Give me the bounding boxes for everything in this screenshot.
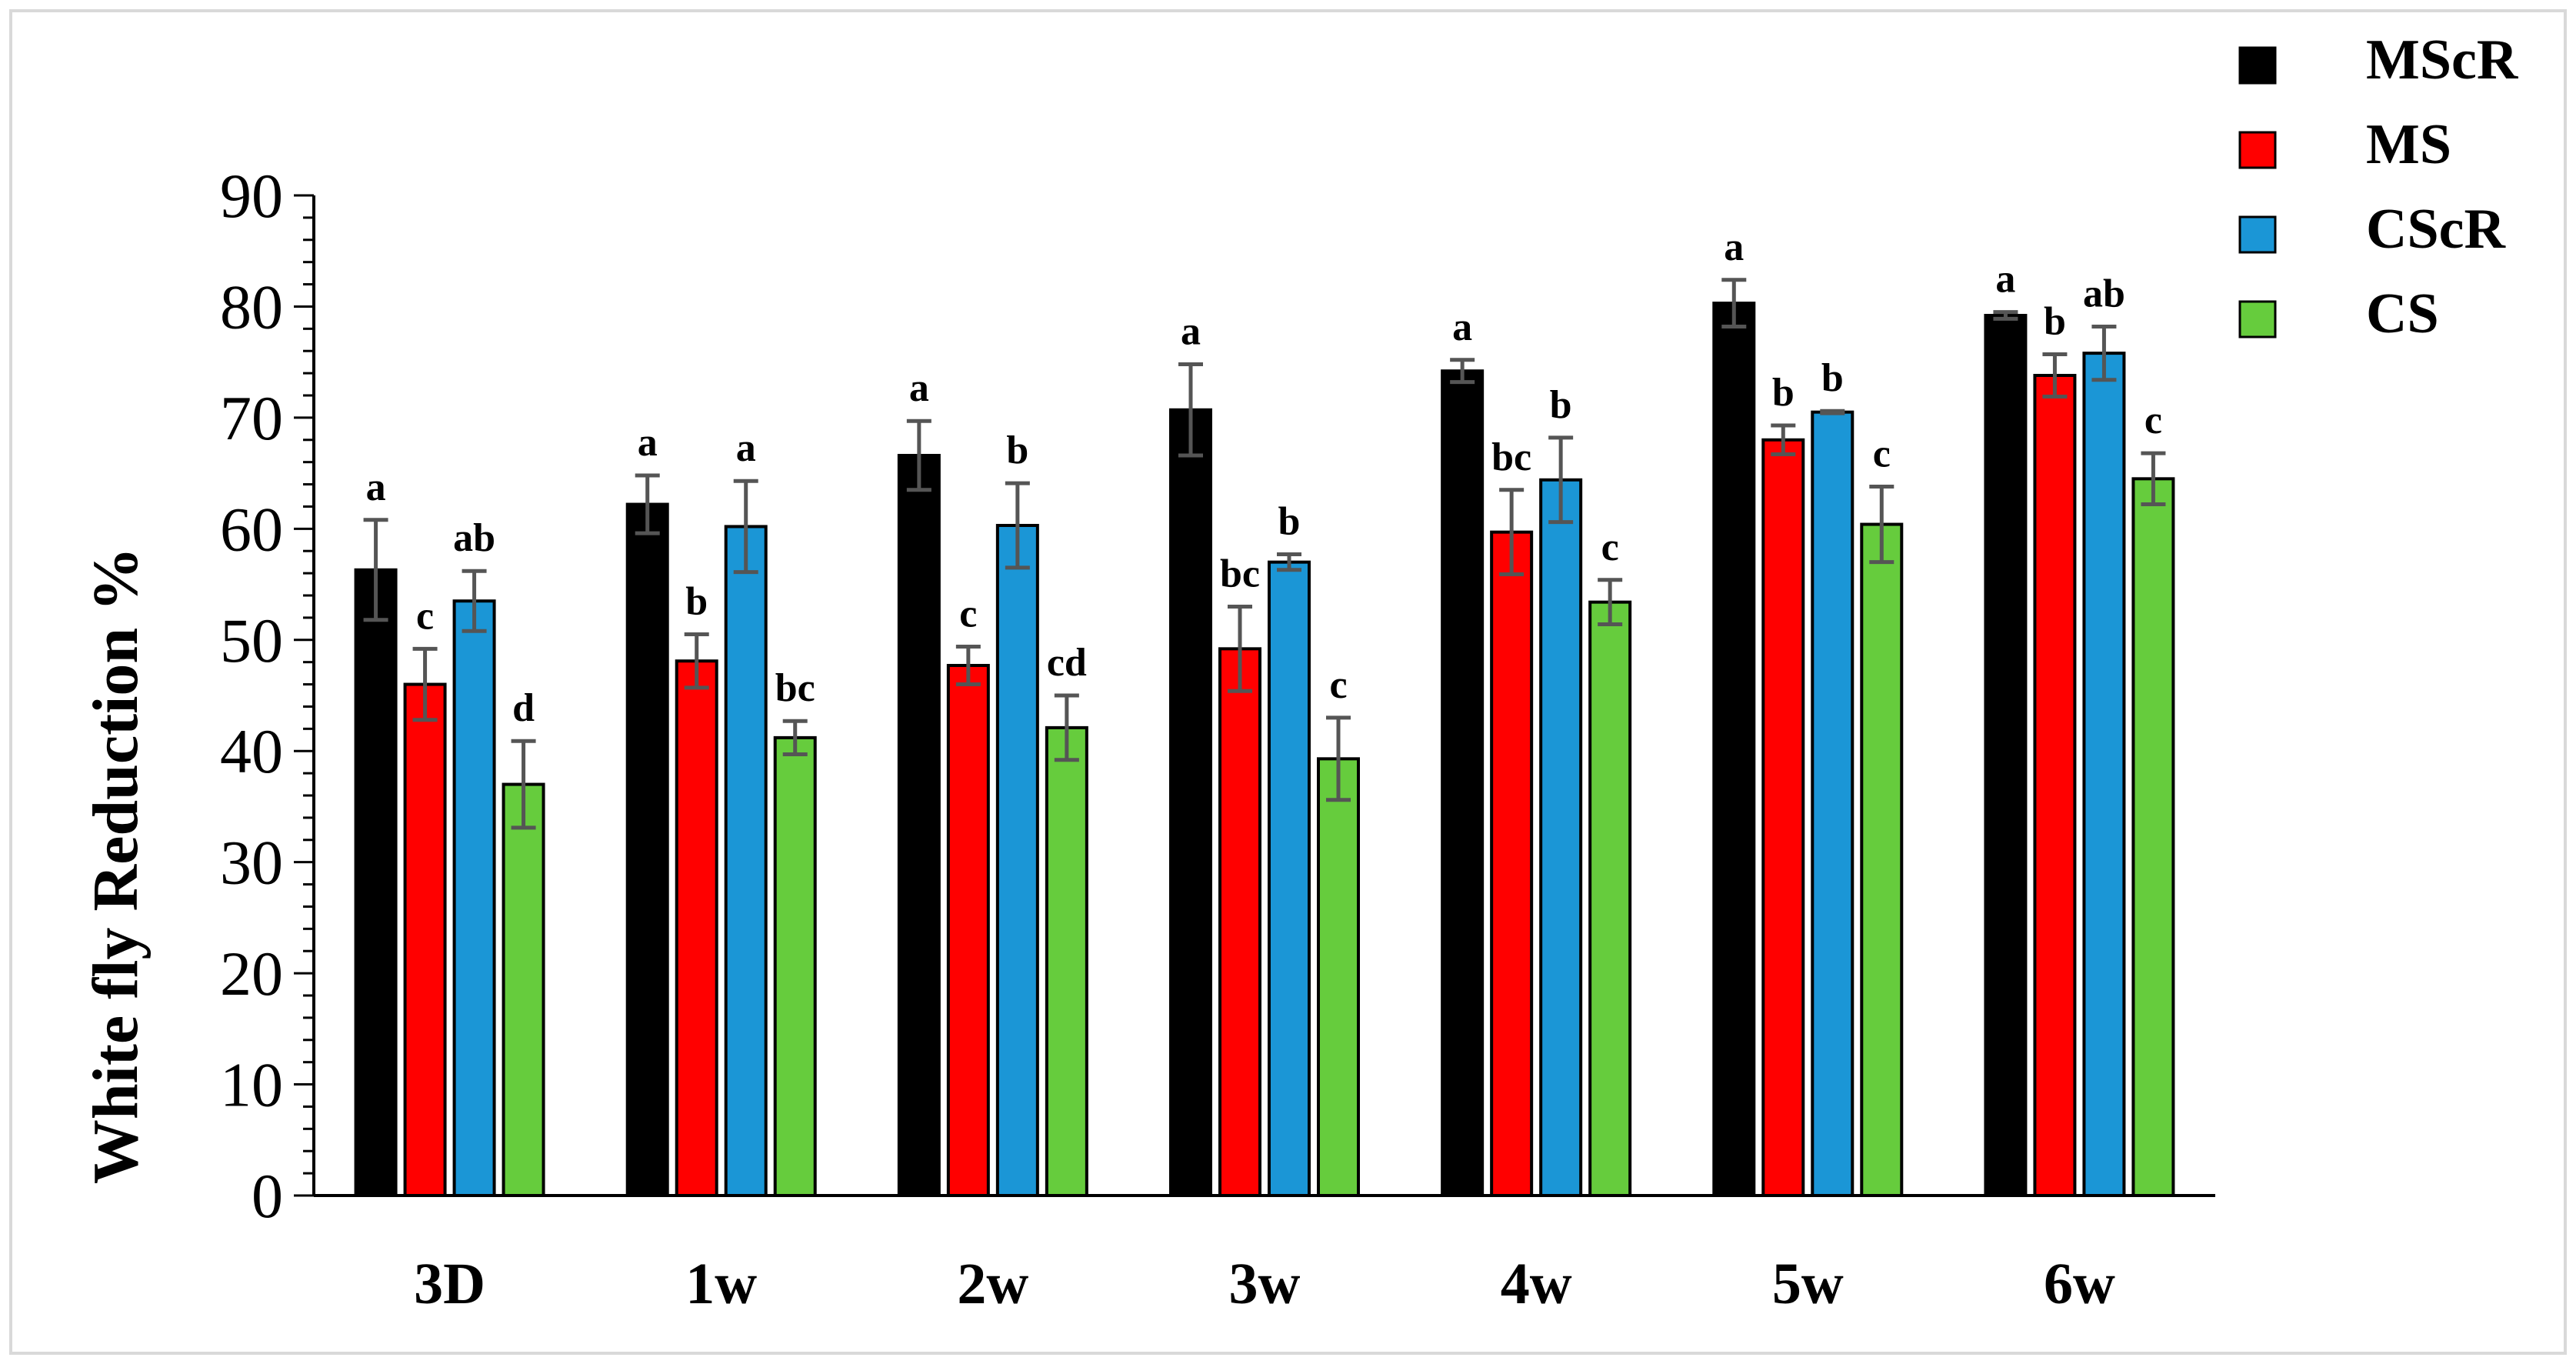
y-tick-label: 60	[220, 494, 283, 564]
bar	[2082, 352, 2126, 1198]
bar	[452, 599, 496, 1197]
bar	[1218, 647, 1261, 1197]
significance-label: bc	[775, 666, 815, 710]
bar	[502, 782, 545, 1197]
significance-label: ab	[453, 516, 495, 560]
y-tick-label: 80	[220, 272, 283, 342]
bar	[773, 735, 817, 1197]
bar	[1441, 369, 1485, 1198]
significance-label: c	[2144, 399, 2162, 442]
bar	[724, 525, 768, 1197]
significance-label: a	[736, 426, 756, 470]
significance-label: a	[366, 465, 386, 509]
legend-label: MS	[2366, 113, 2451, 176]
bar	[2033, 374, 2077, 1197]
bar	[403, 682, 447, 1197]
bar	[1490, 530, 1534, 1197]
y-tick-label: 0	[252, 1161, 283, 1231]
significance-label: a	[909, 366, 929, 410]
x-tick-label: 4w	[1501, 1252, 1572, 1316]
significance-label: b	[685, 580, 708, 624]
y-axis-title: White fly Reduction %	[80, 547, 152, 1184]
significance-label: b	[1278, 500, 1301, 544]
bar	[1588, 600, 1632, 1197]
significance-label: b	[2044, 300, 2066, 344]
significance-label: c	[1873, 432, 1891, 475]
y-tick-label: 50	[220, 605, 283, 675]
legend-swatch	[2238, 131, 2277, 169]
bar	[1712, 302, 1756, 1198]
significance-label: c	[416, 594, 434, 638]
x-tick-label: 2w	[957, 1252, 1028, 1316]
bar	[995, 524, 1039, 1197]
bar	[1811, 410, 1855, 1197]
significance-label: b	[1821, 356, 1844, 400]
y-tick-label: 40	[220, 716, 283, 786]
y-tick-label: 70	[220, 383, 283, 453]
significance-label: b	[1772, 371, 1795, 415]
bar	[625, 502, 669, 1197]
bar	[1761, 438, 1805, 1197]
legend-swatch	[2238, 215, 2277, 254]
x-tick-label: 5w	[1772, 1252, 1844, 1316]
significance-label: b	[1550, 383, 1572, 427]
legend: MScR MS CScR CS	[2238, 28, 2519, 345]
bar	[2131, 477, 2175, 1197]
legend-label: MScR	[2366, 28, 2519, 92]
bar	[354, 568, 398, 1197]
significance-label: c	[959, 592, 977, 635]
legend-swatch	[2238, 300, 2277, 338]
significance-label: ab	[2083, 272, 2125, 315]
significance-label: bc	[1220, 552, 1260, 595]
x-tick-label: 3w	[1229, 1252, 1301, 1316]
significance-label: c	[1601, 525, 1619, 569]
x-tick-label: 3D	[414, 1252, 485, 1316]
significance-label: cd	[1047, 641, 1087, 685]
x-tick-label: 6w	[2044, 1252, 2115, 1316]
bar	[1860, 522, 1904, 1197]
y-tick-label: 20	[220, 939, 283, 1009]
bar	[1169, 408, 1212, 1197]
bar	[675, 659, 718, 1197]
significance-label: a	[1181, 310, 1201, 354]
bar	[897, 454, 941, 1197]
y-axis: 0 10 20 30 40 50 60 70 80 90	[220, 161, 315, 1231]
bar	[1045, 725, 1088, 1197]
y-tick-label: 30	[220, 828, 283, 898]
significance-label: a	[1995, 258, 2015, 302]
significance-label: b	[1006, 429, 1028, 472]
bar	[1539, 478, 1583, 1197]
significance-label: a	[1452, 305, 1472, 349]
bar	[946, 664, 990, 1197]
significance-label: bc	[1491, 435, 1531, 479]
bar	[1984, 314, 2028, 1197]
legend-label: CScR	[2366, 198, 2506, 261]
legend-swatch	[2238, 46, 2277, 85]
significance-label: a	[638, 421, 658, 465]
legend-label: CS	[2366, 282, 2439, 345]
bar	[1268, 560, 1311, 1197]
significance-label: a	[1724, 225, 1744, 269]
y-tick-label: 90	[220, 161, 283, 231]
bar	[1317, 757, 1360, 1197]
significance-label: c	[1329, 663, 1347, 707]
x-tick-label: 1w	[685, 1252, 757, 1316]
y-tick-label: 10	[220, 1050, 283, 1120]
significance-label: d	[512, 686, 535, 730]
